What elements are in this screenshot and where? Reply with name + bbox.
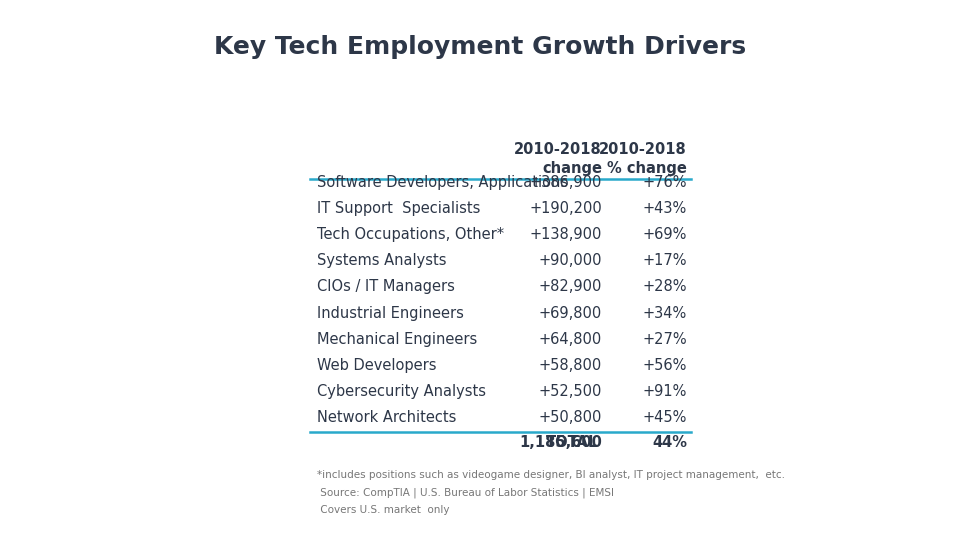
- Text: 2010-2018
% change: 2010-2018 % change: [599, 141, 687, 176]
- Text: Industrial Engineers: Industrial Engineers: [317, 306, 464, 321]
- Text: +90,000: +90,000: [539, 253, 602, 268]
- Text: +69%: +69%: [642, 227, 687, 242]
- Text: +91%: +91%: [642, 384, 687, 399]
- Text: 1,185,600: 1,185,600: [519, 435, 602, 450]
- Text: +52,500: +52,500: [539, 384, 602, 399]
- Text: +64,800: +64,800: [539, 332, 602, 347]
- Text: +138,900: +138,900: [530, 227, 602, 242]
- Text: +34%: +34%: [642, 306, 687, 321]
- Text: Source: CompTIA | U.S. Bureau of Labor Statistics | EMSI: Source: CompTIA | U.S. Bureau of Labor S…: [317, 487, 614, 497]
- Text: Systems Analysts: Systems Analysts: [317, 253, 446, 268]
- Text: +17%: +17%: [642, 253, 687, 268]
- Text: IT Support  Specialists: IT Support Specialists: [317, 201, 481, 216]
- Text: +56%: +56%: [642, 358, 687, 373]
- Text: 2010-2018
change: 2010-2018 change: [515, 141, 602, 176]
- Text: +27%: +27%: [642, 332, 687, 347]
- Text: +69,800: +69,800: [539, 306, 602, 321]
- Text: *includes positions such as videogame designer, BI analyst, IT project managemen: *includes positions such as videogame de…: [317, 470, 785, 480]
- Text: Web Developers: Web Developers: [317, 358, 437, 373]
- Text: Software Developers, Applications: Software Developers, Applications: [317, 174, 568, 190]
- Text: +45%: +45%: [642, 410, 687, 426]
- Text: CIOs / IT Managers: CIOs / IT Managers: [317, 279, 455, 294]
- Text: +58,800: +58,800: [539, 358, 602, 373]
- Text: +190,200: +190,200: [529, 201, 602, 216]
- Text: +28%: +28%: [642, 279, 687, 294]
- Text: +386,900: +386,900: [530, 174, 602, 190]
- Text: Key Tech Employment Growth Drivers: Key Tech Employment Growth Drivers: [214, 35, 746, 59]
- Text: Network Architects: Network Architects: [317, 410, 457, 426]
- Text: TOTAL: TOTAL: [546, 435, 598, 450]
- Text: +50,800: +50,800: [539, 410, 602, 426]
- Text: Mechanical Engineers: Mechanical Engineers: [317, 332, 477, 347]
- Text: Cybersecurity Analysts: Cybersecurity Analysts: [317, 384, 486, 399]
- Text: +76%: +76%: [642, 174, 687, 190]
- Text: +43%: +43%: [642, 201, 687, 216]
- Text: +82,900: +82,900: [539, 279, 602, 294]
- Text: 44%: 44%: [652, 435, 687, 450]
- Text: Tech Occupations, Other*: Tech Occupations, Other*: [317, 227, 504, 242]
- Text: Covers U.S. market  only: Covers U.S. market only: [317, 504, 449, 515]
